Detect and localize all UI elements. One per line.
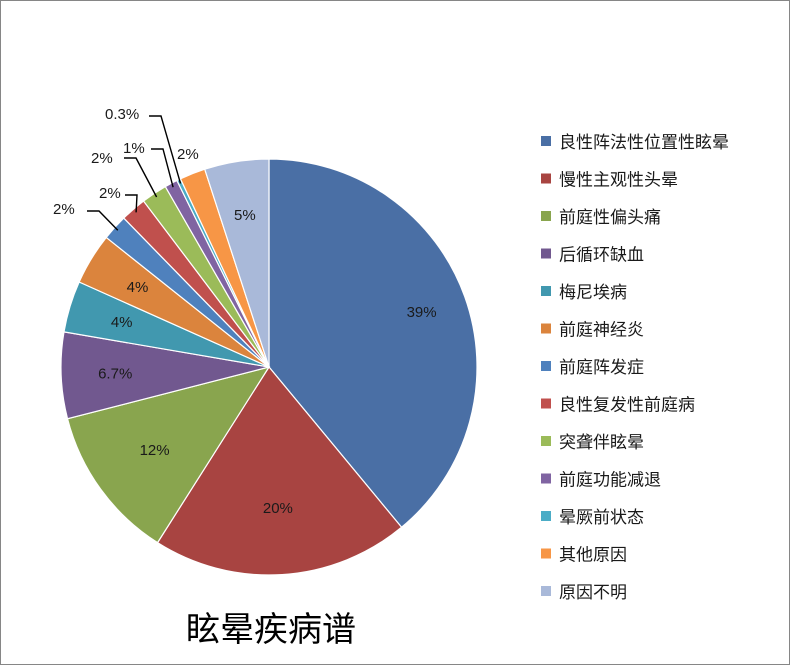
slice-1 [268,158,478,529]
slice-3 [66,366,271,544]
legend-swatch-8 [541,398,551,409]
leader-line-9 [124,157,158,198]
slice-label-7: 2% [53,201,75,218]
slice-label-1: 39% [407,304,437,321]
legend-label-4: 后循环缺血 [559,246,644,266]
legend-swatch-7 [541,361,551,371]
slice-label-9: 2% [91,150,113,167]
slice-label-10: 1% [123,140,145,157]
legend-swatch-2 [541,173,551,184]
legend-swatch-11 [541,511,551,521]
legend-label-7: 前庭阵发症 [559,358,644,378]
legend-swatch-9 [541,436,551,446]
leader-line-8 [125,194,138,213]
legend-label-11: 晕厥前状态 [559,508,644,528]
pie-slices [60,158,478,576]
slice-label-8: 2% [99,185,121,202]
legend-swatch-12 [541,548,551,559]
legend-label-8: 良性复发性前庭病 [559,396,695,416]
slice-label-2: 20% [263,500,293,517]
slice-label-6: 4% [127,279,149,296]
legend-label-10: 前庭功能减退 [559,471,661,491]
legend-swatch-10 [541,473,551,484]
leader-line-11 [149,115,182,184]
legend-swatch-5 [541,286,551,296]
chart-title: 眩晕疾病谱 [186,610,356,650]
legend-label-13: 原因不明 [559,583,627,603]
legend-swatch-3 [541,211,551,221]
legend-label-6: 前庭神经炎 [559,321,644,341]
legend-label-2: 慢性主观性头晕 [559,170,678,191]
slice-label-13: 5% [234,207,256,224]
legend-swatch-4 [541,248,551,259]
slice-label-12: 2% [177,146,199,163]
legend-label-5: 梅尼埃病 [559,283,627,303]
slice-label-11: 0.3% [105,106,139,123]
legend: 良性阵法性位置性眩晕慢性主观性头晕前庭性偏头痛后循环缺血梅尼埃病前庭神经炎前庭阵… [541,133,729,603]
leader-line-10 [151,148,174,188]
slice-label-3: 12% [140,442,170,459]
legend-label-12: 其他原因 [559,546,627,566]
leader-lines [87,115,182,231]
legend-label-9: 突聋伴眩晕 [559,433,644,453]
legend-label-3: 前庭性偏头痛 [559,208,661,228]
slice-2 [156,365,403,576]
slice-13 [203,158,270,368]
legend-swatch-13 [541,586,551,596]
leader-line-7 [87,210,119,231]
slice-label-5: 4% [111,314,133,331]
legend-swatch-6 [541,323,551,334]
slice-labels: 39% 20% 12% 6.7% 4% 4% 2% 2% 2% 1% 0.3% 2% 5% [53,106,437,517]
legend-label-1: 良性阵法性位置性眩晕 [559,133,729,153]
legend-swatch-1 [541,136,551,146]
slice-label-4: 6.7% [98,365,132,382]
